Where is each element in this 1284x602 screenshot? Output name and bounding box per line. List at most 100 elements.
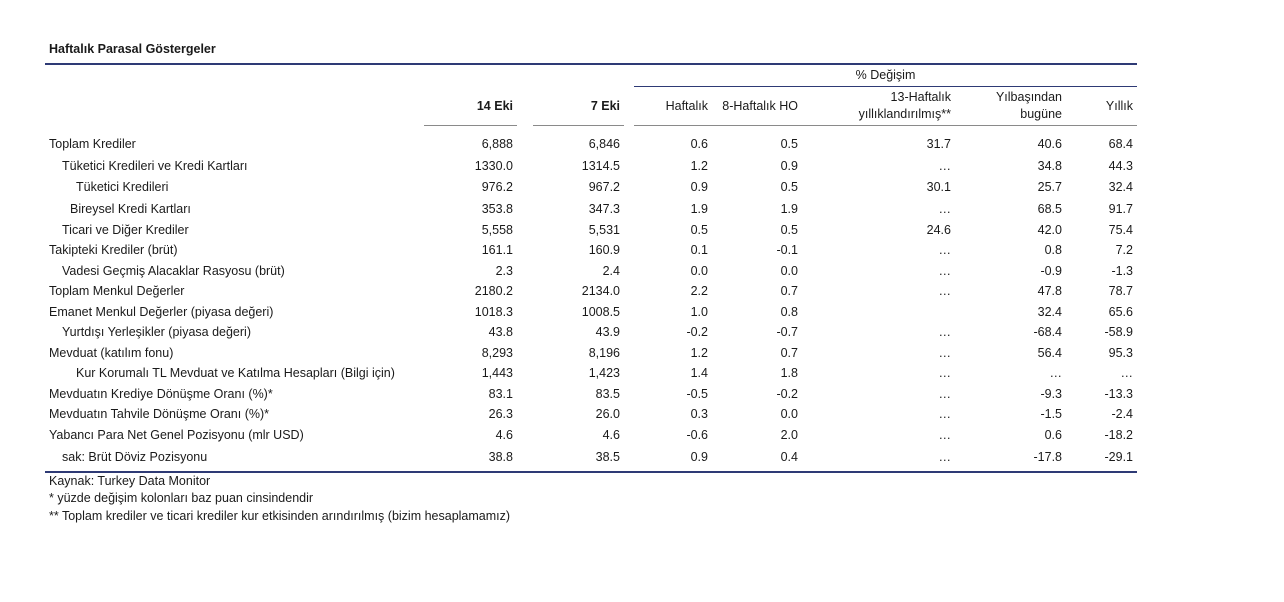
value-7-eki: 1314.5 (581, 159, 620, 173)
value-ytd: 25.7 (1037, 180, 1062, 194)
value-8-week-ma: -0.7 (776, 325, 798, 339)
value-7-eki: 26.0 (595, 407, 620, 421)
row-label: Tüketici Kredileri ve Kredi Kartları (62, 159, 248, 173)
row-label: Ticari ve Diğer Krediler (62, 223, 189, 237)
table-row: sak: Brüt Döviz Pozisyonu 38.8 38.5 0.9 0.4 …… (0, 447, 1284, 467)
value-14-eki: 161.1 (481, 243, 513, 257)
value-annual: 78.7 (1108, 284, 1133, 298)
value-weekly: 0.1 (690, 243, 708, 257)
group-header-rule (634, 86, 1137, 87)
value-weekly: 0.9 (690, 450, 708, 464)
pct-change-group-header: % Değişim (855, 68, 916, 82)
col-header-weekly: Haftalık (665, 99, 708, 113)
value-14-eki: 83.1 (488, 387, 513, 401)
row-label: Vadesi Geçmiş Alacaklar Rasyosu (brüt) (62, 264, 285, 278)
value-annual: 7.2 (1115, 243, 1133, 257)
value-ytd: 32.4 (1037, 305, 1062, 319)
value-7-eki: 43.9 (595, 325, 620, 339)
value-13-week-annualized: … (938, 346, 952, 360)
table-title: Haftalık Parasal Göstergeler (49, 42, 216, 56)
value-7-eki: 83.5 (595, 387, 620, 401)
value-annual: 44.3 (1108, 159, 1133, 173)
value-annual: … (1120, 366, 1134, 380)
value-14-eki: 43.8 (488, 325, 513, 339)
value-14-eki: 5,558 (481, 223, 513, 237)
row-label: Yurtdışı Yerleşikler (piyasa değeri) (62, 325, 251, 339)
value-ytd: 40.6 (1037, 137, 1062, 151)
value-8-week-ma: 1.9 (780, 202, 798, 216)
value-14-eki: 2.3 (495, 264, 513, 278)
value-7-eki: 1008.5 (581, 305, 620, 319)
value-annual: -29.1 (1104, 450, 1134, 464)
row-label: Tüketici Kredileri (76, 180, 169, 194)
value-weekly: 1.9 (690, 202, 708, 216)
value-8-week-ma: 0.5 (780, 223, 798, 237)
table-row: Ticari ve Diğer Krediler 5,558 5,531 0.5 0.5… (0, 220, 1284, 240)
value-8-week-ma: 0.0 (780, 264, 798, 278)
col-header-13-week-annualized: 13-Haftalık yıllıklandırılmış** (820, 89, 951, 123)
value-ytd: 0.6 (1044, 428, 1062, 442)
value-annual: -1.3 (1111, 264, 1133, 278)
value-ytd: 0.8 (1044, 243, 1062, 257)
col-header-8-week-ma: 8-Haftalık HO (722, 99, 798, 113)
title-rule (45, 63, 1137, 65)
row-label: Emanet Menkul Değerler (piyasa değeri) (49, 305, 274, 319)
row-label: Toplam Menkul Değerler (49, 284, 185, 298)
row-label: Mevduat (katılım fonu) (49, 346, 174, 360)
col-14-rule (424, 125, 517, 126)
value-weekly: 1.0 (690, 305, 708, 319)
value-14-eki: 38.8 (488, 450, 513, 464)
value-ytd: 68.5 (1037, 202, 1062, 216)
value-annual: 68.4 (1108, 137, 1133, 151)
table-row: Bireysel Kredi Kartları 353.8 347.3 1.9 1.9 …… (0, 199, 1284, 219)
value-8-week-ma: -0.1 (776, 243, 798, 257)
value-7-eki: 8,196 (588, 346, 620, 360)
value-13-week-annualized: … (938, 366, 952, 380)
value-14-eki: 26.3 (488, 407, 513, 421)
value-13-week-annualized: 31.7 (926, 137, 951, 151)
value-13-week-annualized: 30.1 (926, 180, 951, 194)
value-13-week-annualized: … (938, 264, 952, 278)
value-ytd: … (1049, 366, 1063, 380)
value-13-week-annualized: … (938, 202, 952, 216)
table-row: Mevduatın Tahvile Dönüşme Oranı (%)* 26.3… (0, 404, 1284, 424)
value-weekly: 1.2 (690, 346, 708, 360)
value-weekly: 0.5 (690, 223, 708, 237)
value-annual: 65.6 (1108, 305, 1133, 319)
value-7-eki: 2134.0 (581, 284, 620, 298)
value-7-eki: 38.5 (595, 450, 620, 464)
col-header-13-week-line1: 13-Haftalık (890, 90, 951, 104)
value-13-week-annualized: … (938, 159, 952, 173)
value-weekly: 1.4 (690, 366, 708, 380)
value-ytd: 56.4 (1037, 346, 1062, 360)
value-8-week-ma: 0.5 (780, 180, 798, 194)
value-7-eki: 4.6 (602, 428, 620, 442)
value-13-week-annualized: … (938, 325, 952, 339)
row-label: Mevduatın Krediye Dönüşme Oranı (%)* (49, 387, 273, 401)
value-13-week-annualized: … (938, 428, 952, 442)
value-14-eki: 976.2 (481, 180, 513, 194)
col-header-ytd-line1: Yılbaşından (995, 90, 1062, 104)
value-14-eki: 1018.3 (474, 305, 513, 319)
row-label: Kur Korumalı TL Mevduat ve Katılma Hesap… (76, 366, 395, 380)
value-weekly: 0.0 (690, 264, 708, 278)
value-8-week-ma: -0.2 (776, 387, 798, 401)
value-14-eki: 4.6 (495, 428, 513, 442)
col-header-14-eki: 14 Eki (476, 99, 513, 113)
value-7-eki: 6,846 (588, 137, 620, 151)
value-7-eki: 2.4 (602, 264, 620, 278)
value-ytd: -1.5 (1040, 407, 1062, 421)
value-7-eki: 1,423 (588, 366, 620, 380)
value-weekly: -0.5 (686, 387, 708, 401)
value-8-week-ma: 0.7 (780, 284, 798, 298)
col-header-annual: Yıllık (1105, 99, 1133, 113)
value-8-week-ma: 0.9 (780, 159, 798, 173)
table-bottom-rule (45, 471, 1137, 473)
value-weekly: -0.6 (686, 428, 708, 442)
value-annual: 32.4 (1108, 180, 1133, 194)
value-7-eki: 967.2 (588, 180, 620, 194)
value-annual: -58.9 (1104, 325, 1134, 339)
value-annual: -2.4 (1111, 407, 1133, 421)
col-header-13-week-line2: yıllıklandırılmış** (858, 107, 951, 121)
value-ytd: -9.3 (1040, 387, 1062, 401)
